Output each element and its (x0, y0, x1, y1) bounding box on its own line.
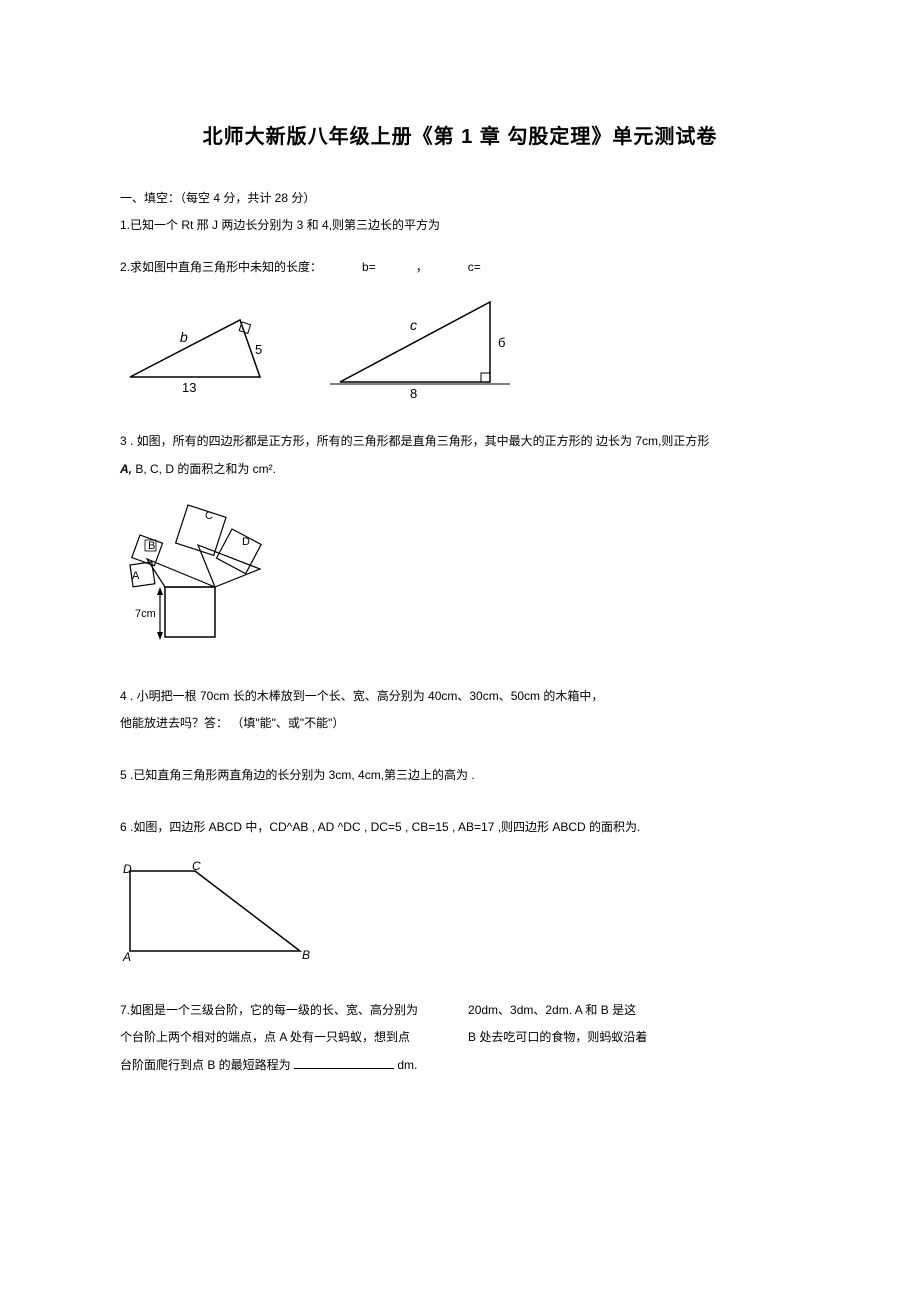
section-heading: 一、填空：（每空 4 分，共计 28 分） (120, 189, 800, 206)
question-3-line1: 3 . 如图，所有的四边形都是正方形，所有的三角形都是直角三角形，其中最大的正方… (120, 432, 800, 451)
fig1-b-label: b (180, 329, 188, 345)
q7-left-line3: 台阶面爬行到点 B 的最短路程为 dm. (120, 1055, 418, 1075)
q7-right-line2: B 处去吃可口的食物，则蚂蚁沿着 (468, 1028, 800, 1047)
q6-fig-d: D (123, 862, 132, 876)
q3-fig-b: B (148, 540, 155, 552)
q7-right-line1: 20dm、3dm、2dm. A 和 B 是这 (468, 1001, 800, 1020)
q6-fig-b: B (302, 948, 310, 962)
fig1-side-5: 5 (255, 342, 262, 357)
question-7: 7.如图是一个三级台阶，它的每一级的长、宽、高分别为 个台阶上两个相对的端点，点… (120, 1001, 800, 1084)
question-5: 5 .已知直角三角形两直角边的长分别为 3cm, 4cm,第三边上的高为 . (120, 766, 800, 785)
question-6: 6 .如图，四边形 ABCD 中，CD^AB , AD ^DC , DC=5 ,… (120, 818, 800, 837)
question-1: 1.已知一个 Rt 邢 J 两边长分别为 3 和 4,则第三边长的平方为 (120, 216, 800, 235)
q6-fig-c: C (192, 861, 201, 873)
q2-c-label: c= (468, 258, 481, 277)
q3-fig-d: D (242, 536, 250, 548)
fig1-side-13: 13 (182, 380, 196, 395)
q6-figure: D C A B (120, 861, 320, 976)
q7-left-line2: 个台阶上两个相对的端点，点 A 处有一只蚂蚁，想到点 (120, 1028, 418, 1047)
question-4-line1: 4 . 小明把一根 70cm 长的木棒放到一个长、宽、高分别为 40cm、30c… (120, 687, 800, 706)
question-4-line2: 他能放进去吗？答： （填"能"、或"不能"） (120, 714, 800, 733)
q2-b-label: b= (362, 258, 376, 277)
fig2-side-8: 8 (410, 386, 417, 401)
q6-fig-a: A (122, 950, 131, 964)
q7-blank (294, 1055, 394, 1069)
q3-line2-rest: B, C, D 的面积之和为 cm². (132, 462, 276, 476)
fig2-side-6: б (498, 335, 505, 350)
q3-fig-dim: 7cm (135, 608, 156, 620)
fig2-c-label: c (410, 317, 417, 333)
q2-text: 2.求如图中直角三角形中未知的长度： (120, 258, 322, 277)
document-title: 北师大新版八年级上册《第 1 章 勾股定理》单元测试卷 (120, 120, 800, 149)
q2-comma: ， (416, 258, 428, 277)
q3-a-label: A, (120, 462, 132, 476)
q2-figure-1: b 5 13 (120, 292, 290, 407)
question-3-line2: A, B, C, D 的面积之和为 cm². (120, 460, 800, 479)
question-2: 2.求如图中直角三角形中未知的长度： b= ， c= (120, 258, 800, 277)
q3-fig-c: C (205, 510, 213, 522)
q3-figure: A B C D 7cm (120, 487, 290, 662)
q2-figure-2: c б 8 (320, 292, 520, 407)
q7-left-line1: 7.如图是一个三级台阶，它的每一级的长、宽、高分别为 (120, 1001, 418, 1020)
q2-figures: b 5 13 c б 8 (120, 292, 800, 407)
q3-fig-a: A (132, 570, 140, 582)
